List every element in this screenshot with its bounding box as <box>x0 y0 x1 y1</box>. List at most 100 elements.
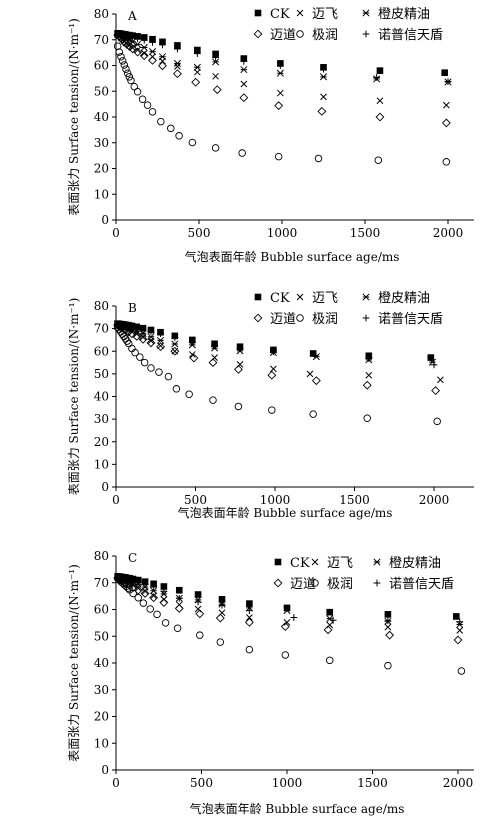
data-point <box>159 598 169 607</box>
data-point <box>442 101 450 109</box>
data-point <box>363 414 371 422</box>
data-point <box>193 50 201 58</box>
data-point <box>427 354 435 361</box>
data-point <box>134 40 142 48</box>
data-point <box>140 49 148 57</box>
data-point <box>133 324 141 332</box>
data-point <box>245 645 254 654</box>
data-point <box>218 601 226 609</box>
data-point <box>140 358 149 367</box>
data-point <box>457 667 466 675</box>
y-tick-label: 80 <box>94 7 109 21</box>
y-tick-label: 10 <box>94 736 109 750</box>
data-point <box>320 65 327 73</box>
legend-label: 迈道 <box>270 28 296 43</box>
x-tick-label: 1500 <box>350 226 381 240</box>
data-point <box>174 603 184 613</box>
data-point <box>119 574 127 581</box>
legend-marker <box>254 9 262 17</box>
y-tick-label: 80 <box>94 299 109 313</box>
data-point <box>246 614 253 621</box>
data-point <box>188 351 196 358</box>
data-point <box>209 396 217 404</box>
legend-label: 迈道 <box>290 577 316 592</box>
data-point <box>115 30 123 38</box>
legend-marker <box>311 558 319 566</box>
data-point <box>139 599 148 607</box>
legend-label: CK <box>270 7 290 22</box>
y-tick-label: 70 <box>94 322 109 336</box>
data-point <box>212 85 222 95</box>
data-point <box>174 63 181 70</box>
data-point <box>126 576 134 583</box>
data-point <box>196 631 204 639</box>
data-point <box>150 592 157 599</box>
data-point <box>365 371 373 379</box>
series-2 <box>114 320 436 366</box>
legend-label: 诺普信天盾 <box>389 577 454 592</box>
data-point <box>329 616 337 624</box>
data-point <box>233 364 243 374</box>
x-axis-title: 气泡表面年龄 Bubble surface age/ms <box>178 505 393 520</box>
data-point <box>240 80 248 88</box>
data-point <box>167 124 175 133</box>
data-point <box>138 95 147 103</box>
x-tick-label: 500 <box>184 493 207 507</box>
y-tick-label: 10 <box>94 457 109 471</box>
data-point <box>193 68 201 76</box>
data-point <box>238 149 246 157</box>
y-tick-label: 40 <box>94 656 109 670</box>
data-point <box>146 338 156 348</box>
data-point <box>195 609 205 619</box>
data-point <box>149 38 156 46</box>
data-point <box>134 35 141 43</box>
legend-marker <box>274 558 282 566</box>
data-point <box>456 627 464 634</box>
data-point <box>376 97 384 105</box>
legend-label: CK <box>290 556 310 571</box>
data-point <box>158 61 167 71</box>
legend-marker <box>373 579 381 587</box>
data-point <box>211 144 220 152</box>
data-point <box>317 106 327 116</box>
series-4 <box>113 42 451 166</box>
data-point <box>270 365 277 373</box>
data-point <box>311 376 321 386</box>
data-point <box>174 45 181 53</box>
data-point <box>212 58 220 66</box>
data-point <box>160 583 168 590</box>
data-point <box>212 72 219 80</box>
data-point <box>139 326 147 333</box>
data-point <box>428 358 436 366</box>
data-point <box>157 330 164 338</box>
data-point <box>153 610 161 619</box>
data-point <box>185 390 193 398</box>
data-point <box>124 584 132 592</box>
data-point <box>384 611 392 618</box>
data-point <box>147 327 155 335</box>
series-5 <box>114 573 464 626</box>
data-point <box>124 41 134 51</box>
legend-marker <box>253 29 263 39</box>
data-point <box>118 57 127 65</box>
data-point <box>309 410 317 418</box>
data-point <box>171 334 179 342</box>
data-point <box>148 55 157 65</box>
data-point <box>122 32 130 40</box>
data-point <box>115 48 124 56</box>
legend-label: 迈道 <box>270 312 296 327</box>
x-tick-label: 2000 <box>419 493 450 507</box>
x-tick-label: 1000 <box>260 493 291 507</box>
y-axis-title: 表面张力 Surface tension/(N·m⁻¹) <box>67 564 81 762</box>
data-point <box>311 351 319 359</box>
chart-panel-a: 0 10 20 30 40 50 60 70 80 0 500 1000 1500 2000 A 气泡表面年龄… <box>67 7 474 264</box>
data-point <box>326 615 334 623</box>
data-point <box>326 608 334 616</box>
data-point <box>314 154 323 163</box>
legend-marker <box>362 30 370 38</box>
y-tick-label: 30 <box>94 412 109 426</box>
data-point <box>117 52 125 61</box>
data-point <box>191 77 201 87</box>
y-tick-label: 10 <box>94 187 109 201</box>
